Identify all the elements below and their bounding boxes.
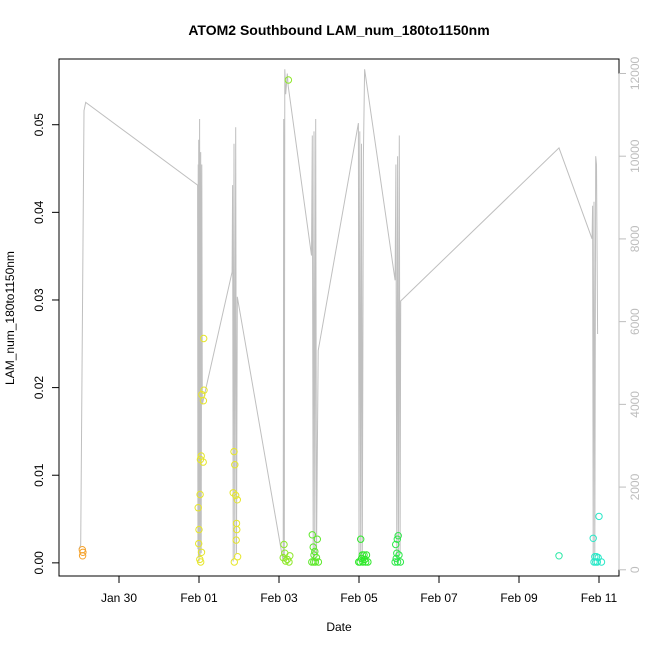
data-point (308, 531, 316, 539)
point-layer (78, 76, 606, 566)
y2-tick-label: 4000 (628, 391, 642, 418)
y2-tick-label: 8000 (628, 225, 642, 252)
y-tick-label: 0.05 (32, 113, 46, 137)
data-point (314, 558, 323, 566)
data-point (396, 558, 405, 566)
data-point (195, 525, 203, 534)
data-point (231, 461, 239, 469)
data-point (197, 548, 206, 556)
data-point (199, 397, 208, 405)
y2-axis: 0 2000 4000 6000 8000 10000 12000 (618, 56, 642, 573)
x-tick-label: Feb 05 (340, 591, 378, 605)
data-point (362, 551, 371, 559)
x-tick-label: Feb 03 (260, 591, 298, 605)
x-tick-label: Feb 11 (581, 591, 618, 605)
x-tick-label: Feb 01 (180, 591, 218, 605)
data-point (359, 558, 367, 566)
y2-tick-label: 2000 (628, 473, 642, 500)
y-tick-label: 0.01 (32, 463, 46, 487)
y-tick-label: 0.00 (32, 551, 46, 575)
data-point (79, 548, 87, 556)
data-point (233, 496, 242, 504)
data-point (199, 458, 207, 466)
data-point (195, 539, 203, 548)
data-point (362, 558, 370, 566)
y-axis: 0.00 0.01 0.02 0.03 0.04 0.05 (32, 113, 59, 575)
data-point (78, 552, 87, 560)
data-point (230, 558, 239, 566)
data-point (309, 543, 317, 551)
data-point (364, 558, 372, 566)
y2-tick-label: 10000 (628, 139, 642, 173)
data-point (200, 334, 208, 343)
y-tick-label: 0.02 (32, 376, 46, 400)
x-tick-label: Jan 30 (101, 591, 137, 605)
data-point (310, 551, 318, 559)
data-point (284, 76, 293, 84)
data-point (229, 489, 237, 497)
y-axis-label: LAM_num_180to1150nm (3, 251, 17, 385)
chart-title: ATOM2 Southbound LAM_num_180to1150nm (188, 22, 489, 38)
data-point (392, 540, 400, 549)
x-axis: Jan 30 Feb 01 Feb 03 Feb 05 Feb 07 Feb 09 Feb … (101, 576, 618, 605)
data-point (286, 552, 294, 560)
data-point (595, 512, 603, 521)
data-point (200, 386, 208, 394)
data-point (230, 447, 238, 456)
data-point (589, 534, 597, 542)
line-layer (78, 69, 599, 562)
data-point (197, 558, 205, 566)
data-point (393, 535, 401, 543)
data-point (311, 558, 320, 566)
y-tick-label: 0.04 (32, 200, 46, 224)
series-line (78, 69, 599, 562)
data-point (394, 532, 402, 540)
data-point (356, 558, 364, 566)
data-point (597, 558, 606, 566)
data-point (233, 553, 242, 561)
data-point (194, 504, 202, 512)
data-point (196, 490, 204, 499)
plot-frame (58, 58, 620, 577)
data-point (555, 552, 563, 560)
x-tick-label: Feb 07 (420, 591, 458, 605)
data-point (593, 558, 601, 566)
data-point (391, 558, 399, 566)
data-point (313, 535, 321, 543)
x-tick-label: Feb 09 (500, 591, 538, 605)
x-axis-label: Date (326, 620, 352, 634)
data-point (393, 549, 401, 557)
data-point (232, 536, 240, 544)
y2-tick-label: 0 (628, 566, 642, 573)
data-point (280, 540, 288, 549)
y2-tick-label: 12000 (628, 56, 642, 90)
data-point (233, 525, 241, 534)
data-point (232, 491, 240, 500)
y-tick-label: 0.03 (32, 288, 46, 312)
data-point (393, 558, 402, 566)
y2-tick-label: 6000 (628, 308, 642, 335)
data-point (282, 557, 290, 565)
data-point (357, 535, 365, 543)
